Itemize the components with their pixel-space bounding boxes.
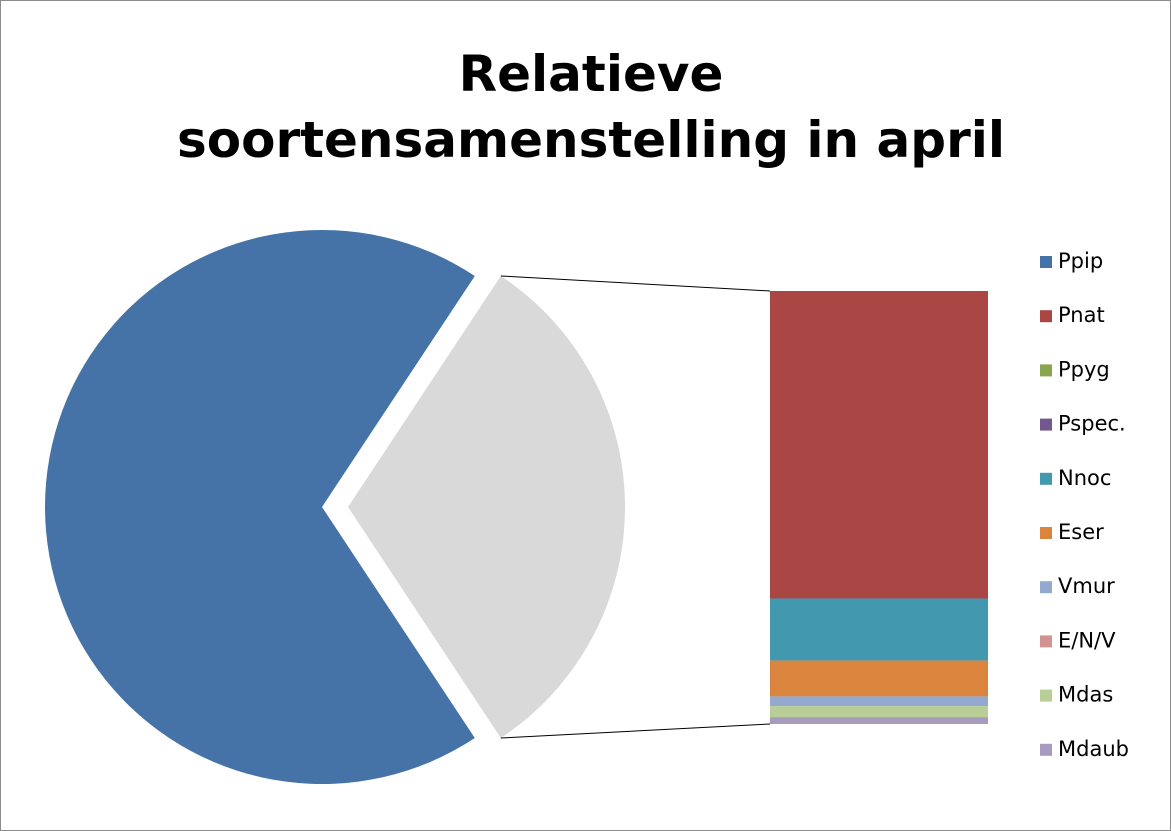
legend-swatch <box>1040 527 1052 539</box>
legend-label: Pspec. <box>1058 412 1126 436</box>
pie-slice <box>45 230 475 785</box>
connector-line <box>500 275 771 292</box>
pie-other-slice <box>348 275 625 739</box>
legend-swatch <box>1040 418 1052 431</box>
bar-segment <box>770 660 988 697</box>
legend-label: Ppyg <box>1058 357 1110 381</box>
legend-swatch <box>1040 256 1052 268</box>
bar-segment <box>770 291 988 599</box>
legend-swatch <box>1040 364 1052 377</box>
legend-label: Nnoc <box>1058 466 1111 490</box>
legend-label: Pnat <box>1058 303 1105 327</box>
legend-label: Eser <box>1058 520 1104 544</box>
legend-label: Vmur <box>1058 574 1115 598</box>
bar-segment <box>770 706 988 718</box>
legend-label: Mdaub <box>1058 737 1129 761</box>
bar-segment <box>770 717 988 724</box>
legend-swatch <box>1040 635 1052 648</box>
bar-segment <box>770 598 988 661</box>
chart-title: Relatieve soortensamenstelling in april <box>176 45 1006 169</box>
connector-line <box>500 723 771 739</box>
legend-swatch <box>1040 581 1052 594</box>
legend-swatch <box>1040 689 1052 702</box>
legend-swatch <box>1040 472 1052 485</box>
legend-swatch <box>1040 743 1052 756</box>
legend-label: E/N/V <box>1058 628 1116 652</box>
legend-label: Ppip <box>1058 249 1103 273</box>
bar-segment <box>770 696 988 707</box>
legend-swatch <box>1040 310 1052 323</box>
legend-label: Mdas <box>1058 683 1113 707</box>
